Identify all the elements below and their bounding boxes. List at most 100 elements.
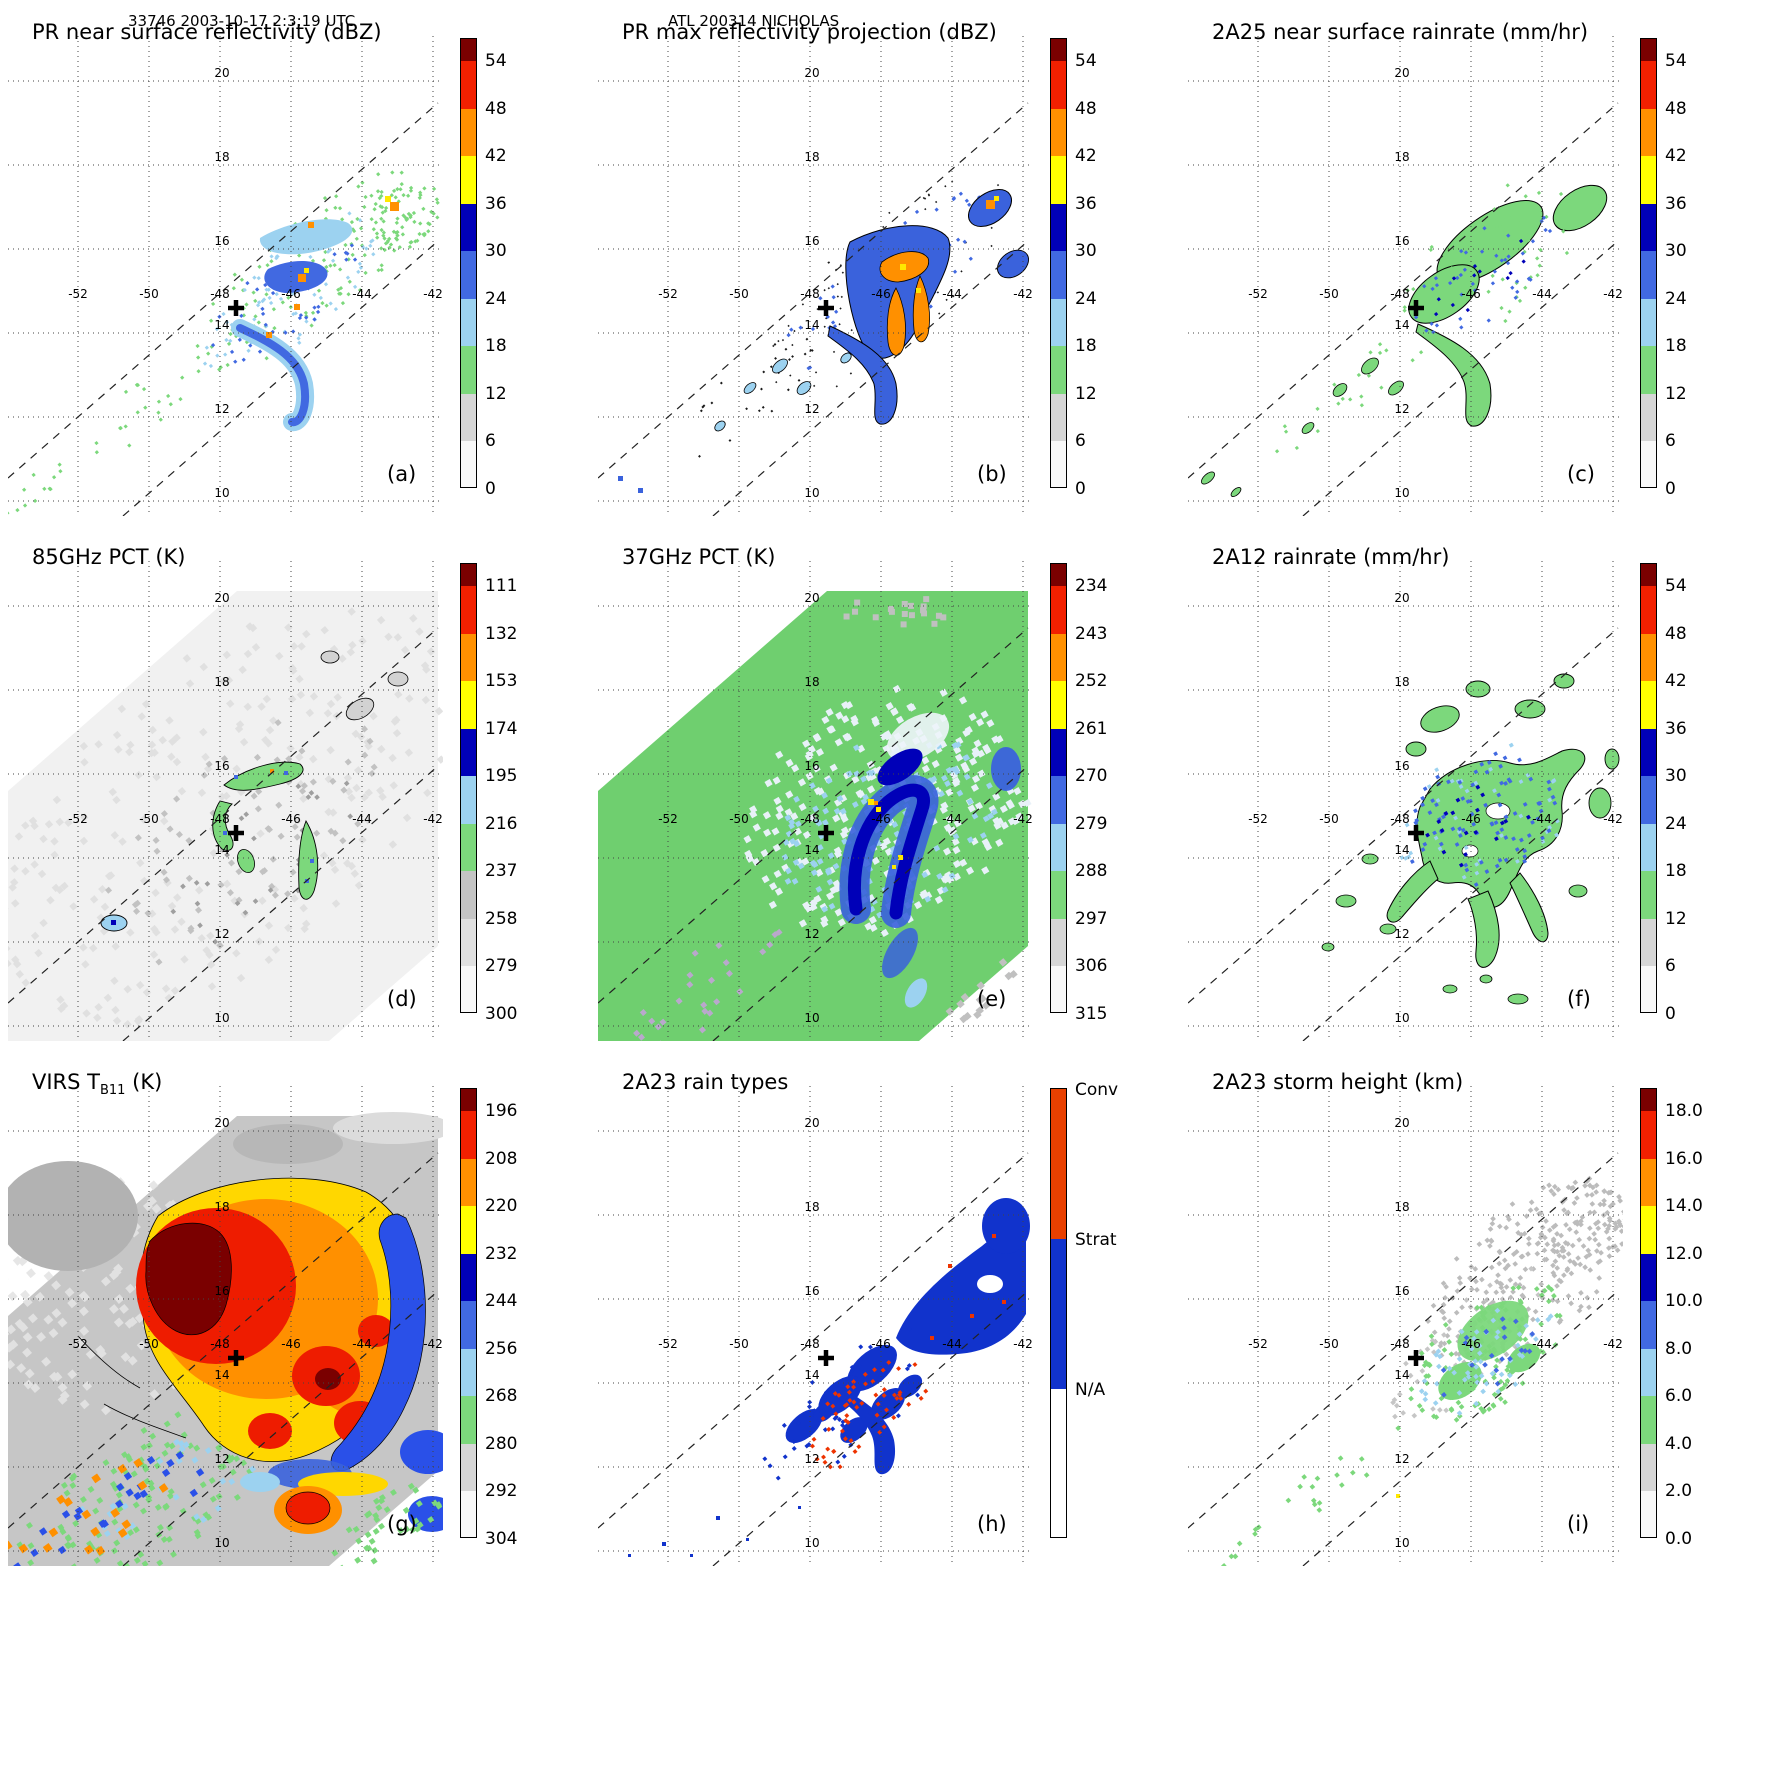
- cold-cloud-core: [248, 1413, 292, 1449]
- speckle-field: [1409, 751, 1558, 887]
- panel-title: PR max reflectivity projection (dBZ): [622, 20, 997, 48]
- lat-label: 12: [1394, 927, 1409, 941]
- lon-label: -50: [729, 812, 749, 826]
- speckle-field: [1377, 183, 1600, 363]
- colorbar-raintype: Conv Strat N/A: [1050, 1080, 1180, 1568]
- rain-hook: [1415, 323, 1492, 427]
- convective-cell: [298, 274, 306, 282]
- colorbar-tick-label: 42: [1665, 146, 1687, 167]
- colorbar-bar: [460, 38, 477, 488]
- colorbar-tick-label: 234: [1075, 576, 1108, 596]
- colorbar-segment: [1051, 776, 1066, 824]
- echo-top-patch: [1396, 1494, 1400, 1498]
- colorbar-tick-label: 36: [1665, 718, 1687, 739]
- lon-label: -52: [658, 287, 678, 301]
- cold-pixel: [270, 769, 274, 773]
- colorbar-tick-label: 54: [485, 51, 507, 71]
- storm-center-marker: [228, 1350, 244, 1366]
- colorbar-bar: [1640, 563, 1657, 1013]
- lat-label: 12: [1394, 402, 1409, 416]
- colorbar-tick-label: 12: [1665, 383, 1687, 404]
- title-text: 2A12 rainrate (mm/hr): [1212, 545, 1450, 569]
- swath-edge-line: [8, 1152, 439, 1529]
- lat-label: 16: [1394, 1284, 1409, 1298]
- lon-label: -44: [352, 1337, 372, 1351]
- lat-label: 12: [214, 927, 229, 941]
- colorbar-segment: [1051, 1389, 1066, 1537]
- colorbar-segment: [1641, 728, 1656, 777]
- title-text: PR near surface reflectivity (dBZ): [32, 20, 382, 44]
- colorbar-tick-label: 12.0: [1665, 1243, 1703, 1264]
- lon-label: -50: [729, 287, 749, 301]
- swath-edge-line: [122, 240, 439, 516]
- echo-blob: [772, 358, 788, 374]
- lat-label: 14: [804, 843, 819, 857]
- colorbar-tick-label: 36: [1075, 193, 1097, 214]
- colorbar-cap: [1641, 1089, 1656, 1111]
- colorbar-tick-label: 0: [1665, 1004, 1676, 1024]
- lat-label: 12: [214, 1452, 229, 1466]
- rain-area: [1553, 673, 1575, 689]
- panel-a: PR near surface reflectivity (dBZ): [2, 10, 592, 535]
- colorbar-tick-label: 12: [1665, 908, 1687, 929]
- speckle-field: [1285, 1425, 1402, 1513]
- stratiform-region: [896, 1224, 1026, 1355]
- convective-cell: [986, 200, 995, 209]
- lat-label: 16: [214, 234, 229, 248]
- speckle-field: [1440, 1316, 1536, 1398]
- colorbar-tick-label: 0: [1075, 479, 1086, 499]
- lon-label: -46: [871, 812, 891, 826]
- cold-blob: [904, 978, 928, 1008]
- colorbar-tick-label: 36: [1665, 193, 1687, 214]
- rain-free-hole: [977, 1275, 1003, 1293]
- colorbar-tick-label: 252: [1075, 671, 1108, 692]
- lat-label: 16: [214, 759, 229, 773]
- colorbar-segment: [461, 586, 476, 634]
- lon-label: -46: [871, 1337, 891, 1351]
- convective-cell: [916, 288, 921, 293]
- colorbar-cap: [461, 39, 476, 61]
- colorbar-dbz: 0 6 12 18 24 30 36 42 48 54: [1050, 38, 1180, 518]
- colorbar-segment: [1641, 871, 1656, 919]
- swath-edge-line: [122, 765, 439, 1041]
- lon-label: -46: [281, 287, 301, 301]
- lon-label: -52: [68, 812, 88, 826]
- rain-area: [1379, 923, 1397, 935]
- convective-cell: [994, 196, 999, 201]
- lon-label: -48: [210, 287, 230, 301]
- stratiform-region: [982, 1198, 1030, 1254]
- colorbar-tick-label: 208: [485, 1148, 518, 1169]
- grid-overlay: -52 -50 -48 -46 -44 -42 20 18 16 14 12 10: [1188, 1086, 1623, 1566]
- lon-label: -44: [352, 812, 372, 826]
- panel-title: 2A23 storm height (km): [1212, 1070, 1463, 1098]
- lat-label: 12: [214, 402, 229, 416]
- colorbar-segment: [1641, 633, 1656, 682]
- rain-area: [1408, 264, 1480, 324]
- grid-overlay: -52 -50 -48 -46 -44 -42 20 18 16 14 12 10: [598, 36, 1033, 516]
- colorbar-segment: [1051, 203, 1066, 252]
- storm-center-marker: [818, 1350, 834, 1366]
- orbit-datetime-label: 33746 2003-10-17 2:3:19 UTC: [128, 12, 356, 30]
- map-2a12-rainrate: -52 -50 -48 -46 -44 -42 20 18 16 14 12 10: [1188, 561, 1623, 1041]
- colorbar-tick-label: 220: [485, 1196, 518, 1217]
- lon-label: -44: [942, 812, 962, 826]
- cold-blob: [877, 748, 923, 786]
- clear-air-region: [8, 1161, 138, 1271]
- lon-label: -50: [139, 1337, 159, 1351]
- colorbar-tick-label: 30: [1665, 241, 1687, 262]
- storm-center-marker: [228, 300, 244, 316]
- lon-label: -44: [1532, 812, 1552, 826]
- rainband-hook: [236, 324, 309, 427]
- lat-label: 18: [1394, 1200, 1409, 1214]
- rain-area: [1301, 422, 1315, 434]
- colorbar-tick-label: 2.0: [1665, 1481, 1693, 1502]
- colorbar-bar: [1050, 38, 1067, 488]
- colorbar-tick-label: 306: [1075, 956, 1108, 977]
- rain-area: [1507, 993, 1529, 1005]
- colorbar-tick-label: 279: [1075, 813, 1108, 834]
- colorbar-tick-label: 6: [485, 431, 496, 452]
- colorbar-tick-label: 54: [1665, 576, 1687, 596]
- colorbar-tick-label: 244: [485, 1291, 518, 1312]
- colorbar-segment: [1641, 1158, 1656, 1207]
- rain-area: [1332, 383, 1348, 397]
